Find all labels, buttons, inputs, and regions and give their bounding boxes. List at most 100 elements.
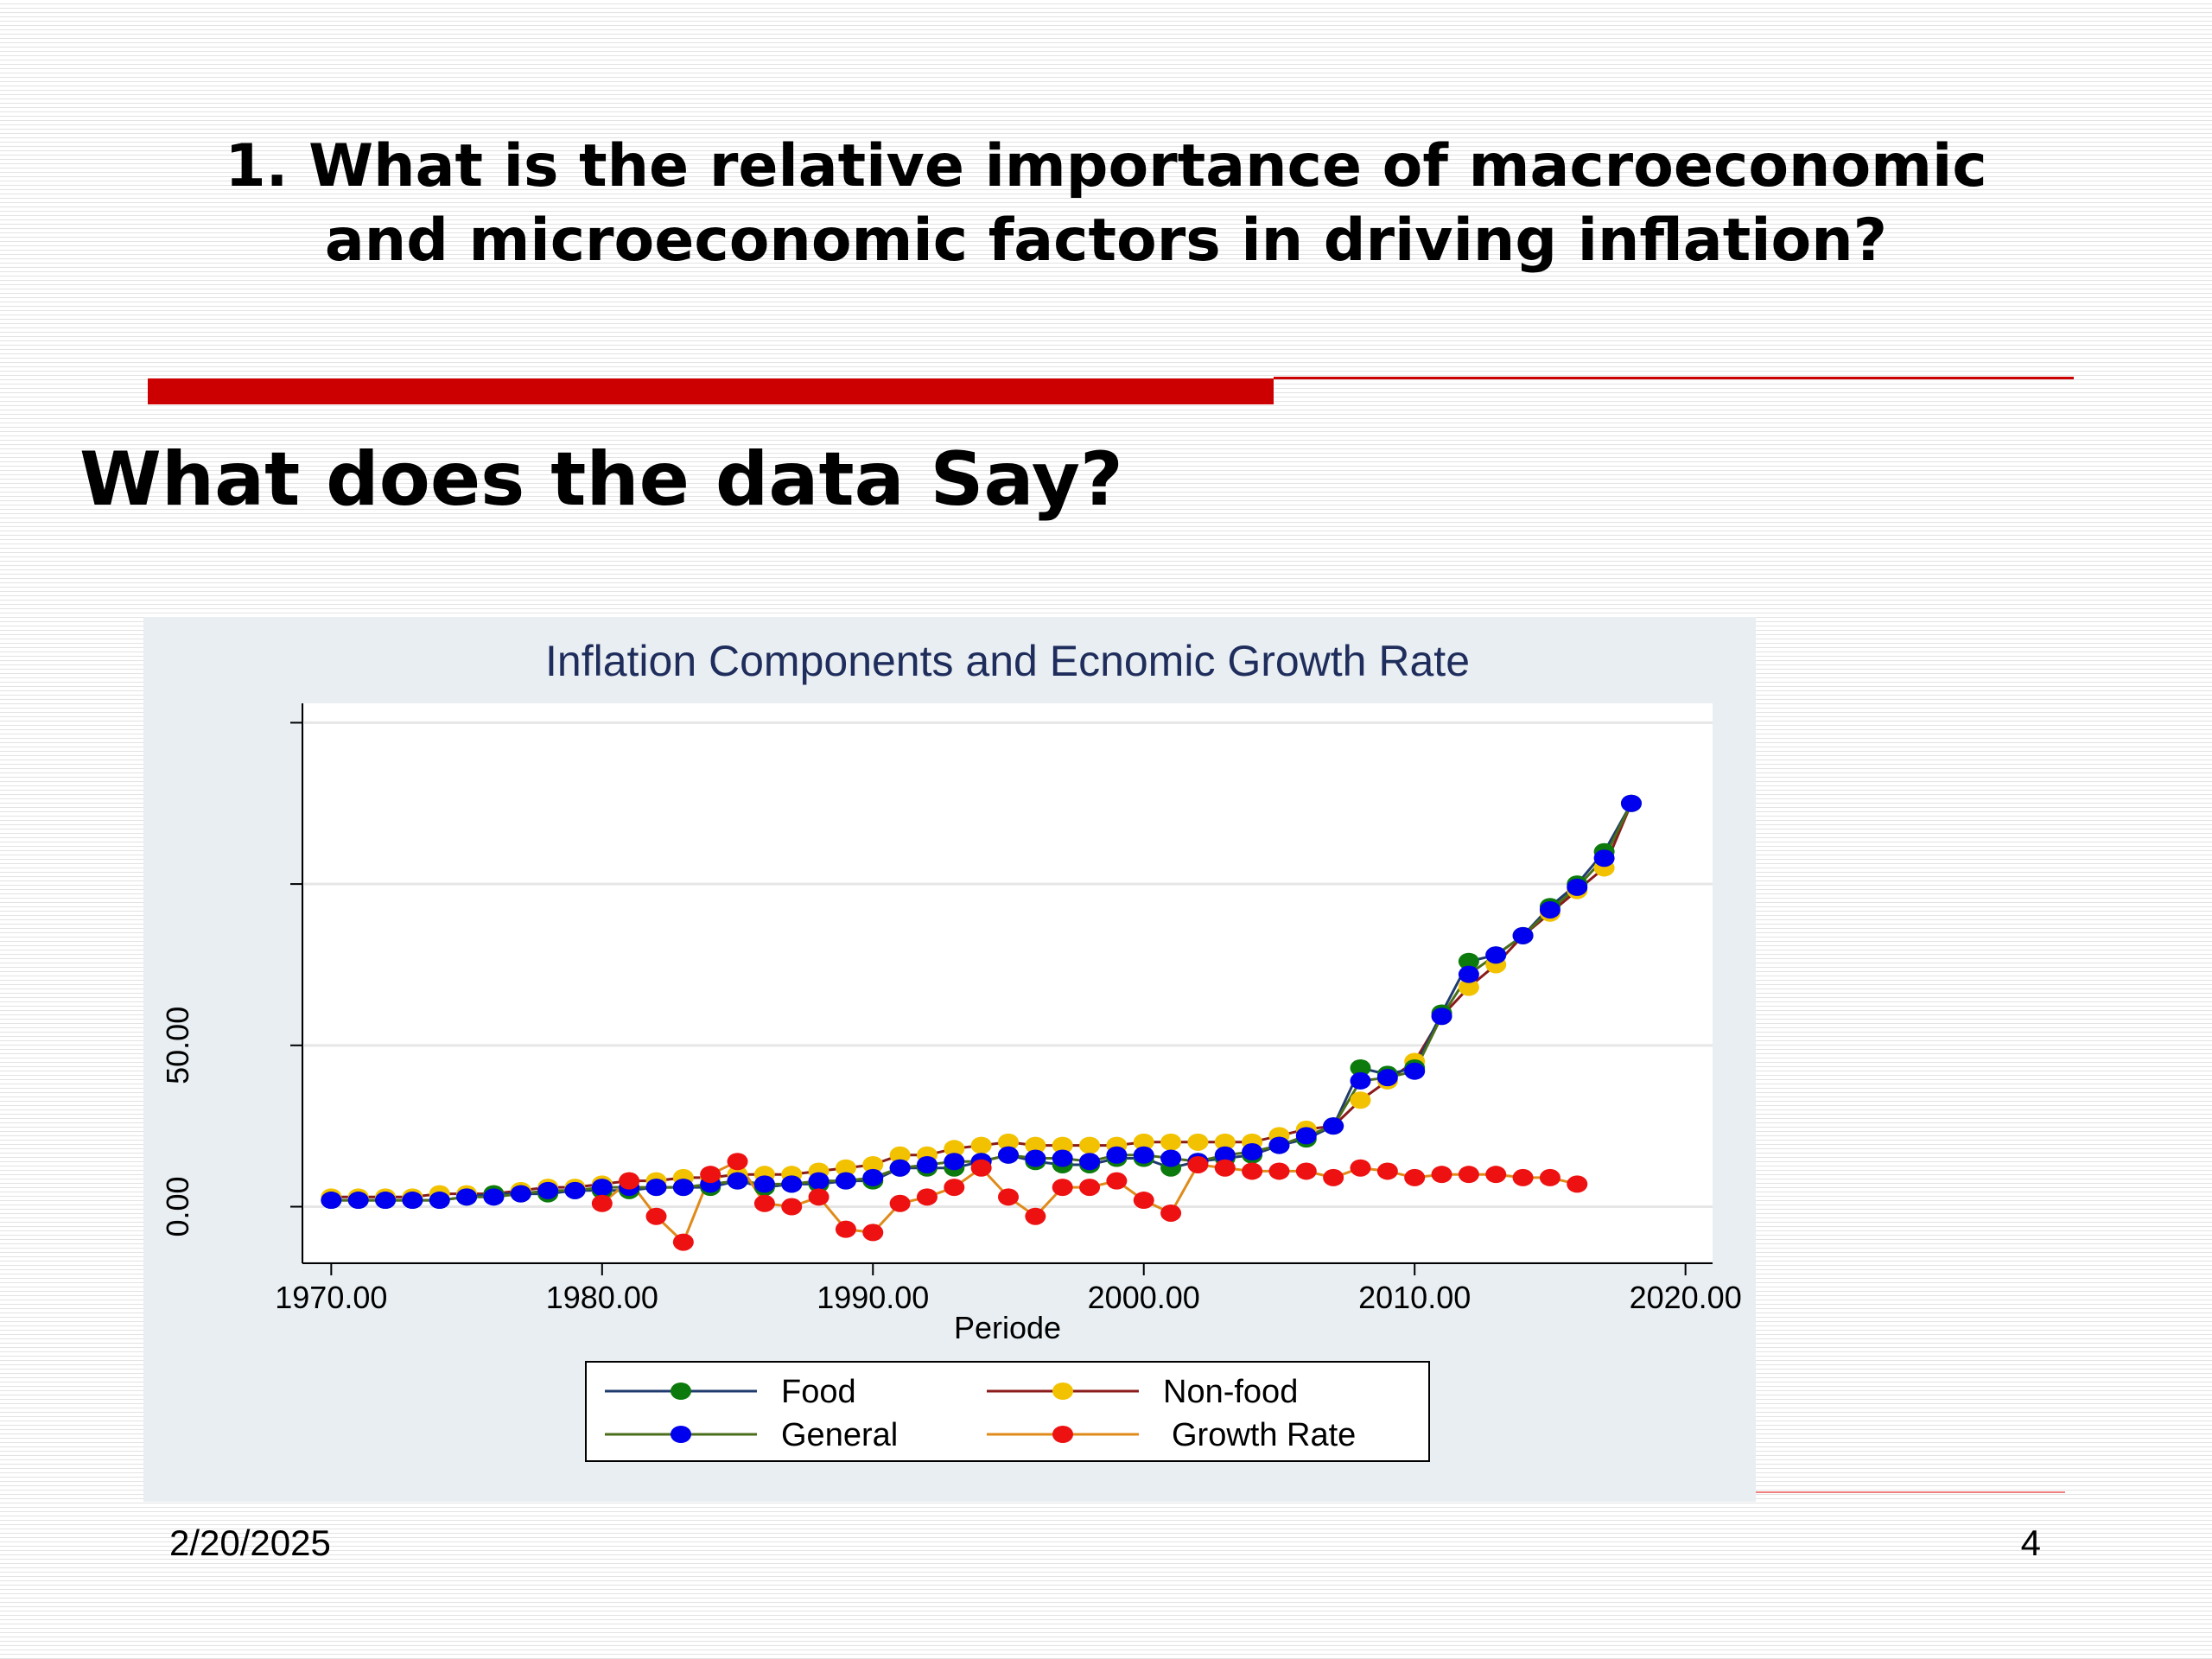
data-point-non-food — [1052, 1136, 1073, 1154]
data-point-general — [429, 1192, 450, 1210]
data-point-general — [1567, 878, 1588, 896]
data-point-non-food — [1458, 978, 1479, 996]
data-point-growth-rate — [1512, 1168, 1534, 1186]
x-tick-label: 1980.00 — [546, 1280, 658, 1315]
page-number: 4 — [2020, 1522, 2041, 1563]
data-point-general — [835, 1172, 856, 1190]
legend-marker-growth-rate — [1052, 1426, 1073, 1443]
data-point-growth-rate — [1106, 1172, 1128, 1190]
data-point-growth-rate — [645, 1207, 667, 1225]
legend-marker-food — [671, 1382, 691, 1400]
data-point-growth-rate — [781, 1198, 803, 1216]
data-point-general — [808, 1172, 830, 1190]
data-point-growth-rate — [1242, 1162, 1263, 1180]
data-point-general — [1160, 1149, 1182, 1167]
y-tick-label: 50.00 — [160, 1007, 195, 1084]
legend-marker-non-food — [1052, 1382, 1073, 1400]
data-point-non-food — [1133, 1133, 1154, 1151]
data-point-non-food — [835, 1159, 856, 1177]
data-point-growth-rate — [1431, 1166, 1452, 1184]
data-point-growth-rate — [1567, 1175, 1588, 1193]
data-point-general — [862, 1168, 884, 1186]
data-point-general — [1431, 1007, 1452, 1026]
data-point-general — [889, 1159, 911, 1177]
data-point-general — [1242, 1143, 1263, 1161]
data-point-growth-rate — [808, 1188, 830, 1206]
data-point-growth-rate — [1485, 1166, 1507, 1184]
data-point-growth-rate — [1052, 1179, 1073, 1197]
x-axis-label: Periode — [954, 1310, 1061, 1345]
data-point-general — [347, 1192, 369, 1210]
data-point-growth-rate — [862, 1224, 884, 1242]
data-point-general — [1079, 1153, 1101, 1171]
data-point-food — [1350, 1058, 1371, 1077]
data-point-non-food — [998, 1133, 1019, 1151]
x-tick-label: 1990.00 — [817, 1280, 929, 1315]
data-point-non-food — [1025, 1136, 1046, 1154]
data-point-growth-rate — [1133, 1192, 1154, 1210]
data-point-general — [916, 1155, 938, 1173]
data-point-growth-rate — [1350, 1159, 1371, 1177]
data-point-growth-rate — [1323, 1168, 1344, 1186]
chart-panel: 0.00 50.00 1970.00 1980.00 1990.00 2000.00 201… — [143, 617, 1756, 1502]
data-point-general — [1404, 1062, 1426, 1080]
data-point-general — [727, 1172, 748, 1190]
data-point-general — [998, 1146, 1019, 1164]
data-point-growth-rate — [1376, 1162, 1398, 1180]
plot-area — [304, 703, 1713, 1262]
data-point-general — [1620, 794, 1642, 812]
data-point-growth-rate — [916, 1188, 938, 1206]
data-point-growth-rate — [1214, 1159, 1236, 1177]
accent-bar — [148, 378, 1274, 404]
data-point-growth-rate — [889, 1194, 911, 1212]
data-point-general — [1512, 926, 1534, 944]
data-point-non-food — [1160, 1133, 1182, 1151]
x-tick-label: 2010.00 — [1358, 1280, 1471, 1315]
footer-rule — [1756, 1491, 2065, 1493]
data-point-non-food — [1214, 1133, 1236, 1151]
data-point-general — [753, 1175, 775, 1193]
data-point-non-food — [862, 1155, 884, 1173]
data-point-growth-rate — [835, 1220, 856, 1238]
x-tick-label: 2000.00 — [1088, 1280, 1200, 1315]
data-point-general — [1539, 900, 1560, 918]
slide-title-line-1: 1. What is the relative importance of ma… — [225, 132, 1987, 200]
data-point-growth-rate — [1404, 1168, 1426, 1186]
data-point-general — [1376, 1069, 1398, 1087]
data-point-growth-rate — [1025, 1207, 1046, 1225]
data-point-non-food — [1350, 1091, 1371, 1109]
data-point-general — [564, 1181, 586, 1199]
data-point-growth-rate — [727, 1153, 748, 1171]
data-point-growth-rate — [970, 1159, 992, 1177]
data-point-non-food — [889, 1146, 911, 1164]
data-point-food — [1458, 952, 1479, 970]
data-point-growth-rate — [1187, 1155, 1209, 1173]
data-point-growth-rate — [1160, 1204, 1182, 1222]
data-point-general — [1052, 1149, 1073, 1167]
data-point-general — [1214, 1146, 1236, 1164]
data-point-general — [456, 1188, 478, 1206]
data-point-general — [321, 1192, 342, 1210]
data-point-non-food — [1079, 1136, 1101, 1154]
data-point-growth-rate — [1295, 1162, 1317, 1180]
data-point-general — [1106, 1146, 1128, 1164]
data-point-non-food — [970, 1136, 992, 1154]
data-point-general — [1295, 1127, 1317, 1145]
data-point-general — [1133, 1146, 1154, 1164]
data-point-general — [510, 1185, 531, 1203]
legend-label-growth-rate: Growth Rate — [1172, 1417, 1356, 1453]
data-point-growth-rate — [672, 1233, 694, 1251]
data-point-growth-rate — [1458, 1166, 1479, 1184]
data-point-general — [1025, 1149, 1046, 1167]
legend-box — [585, 1361, 1430, 1462]
legend-marker-general — [671, 1426, 691, 1443]
data-point-growth-rate — [998, 1188, 1019, 1206]
x-tick-label: 1970.00 — [275, 1280, 387, 1315]
data-point-growth-rate — [619, 1172, 640, 1190]
slide-title: 1. What is the relative importance of ma… — [138, 130, 2074, 278]
legend-label-food: Food — [781, 1374, 856, 1410]
data-point-general — [1268, 1136, 1290, 1154]
y-tick-label: 0.00 — [160, 1176, 195, 1236]
data-point-general — [645, 1179, 667, 1197]
legend-label-non-food: Non-food — [1163, 1374, 1298, 1410]
